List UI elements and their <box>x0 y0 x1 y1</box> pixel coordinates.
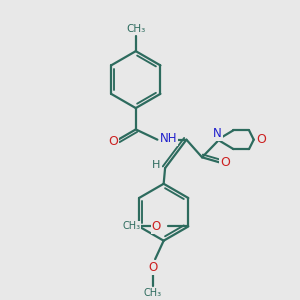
Text: O: O <box>108 135 118 148</box>
Text: CH₃: CH₃ <box>126 24 146 34</box>
Text: N: N <box>213 128 222 140</box>
Text: O: O <box>256 133 266 146</box>
Text: CH₃: CH₃ <box>144 288 162 298</box>
Text: NH: NH <box>160 132 178 145</box>
Text: O: O <box>148 261 158 274</box>
Text: CH₃: CH₃ <box>122 221 140 232</box>
Text: O: O <box>152 220 161 233</box>
Text: H: H <box>152 160 161 170</box>
Text: O: O <box>220 156 230 169</box>
